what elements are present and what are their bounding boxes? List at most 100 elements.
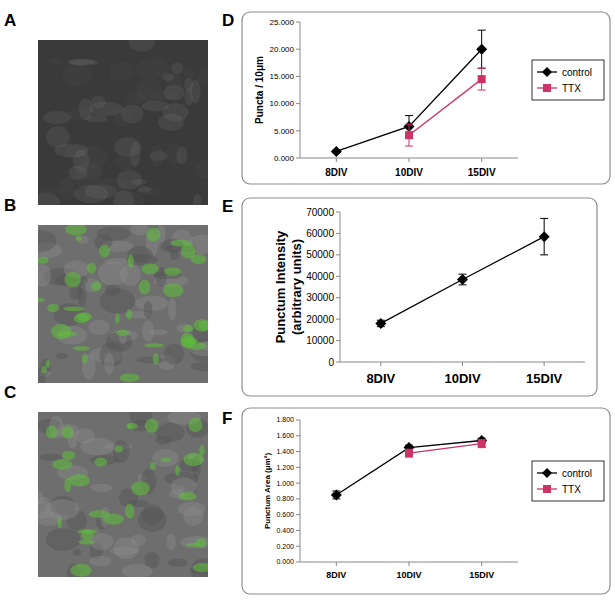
y-tick (296, 467, 300, 468)
green-puncta-texture (150, 462, 156, 469)
x-tick (409, 158, 410, 162)
y-tick (296, 514, 300, 515)
x-tick (462, 362, 463, 366)
cell-texture (78, 282, 87, 307)
green-puncta-texture (126, 423, 137, 429)
series-line (409, 444, 482, 453)
y-tick-label: 10.000 (270, 99, 295, 108)
cell-texture (38, 367, 46, 383)
y-axis (300, 22, 301, 158)
y-tick (296, 498, 300, 499)
green-puncta-texture (73, 346, 90, 351)
green-puncta-texture (163, 283, 183, 297)
cell-texture (73, 163, 101, 188)
y-tick-label: 0.600 (276, 511, 294, 518)
green-puncta-texture (139, 280, 151, 295)
green-puncta-texture (120, 373, 140, 381)
panel-frame (242, 408, 610, 594)
chart-panel: F0.0000.2000.4000.6000.8001.0001.2001.40… (222, 408, 610, 594)
y-tick (296, 158, 300, 159)
y-tick (296, 483, 300, 484)
cell-texture (131, 534, 146, 546)
series-line (381, 237, 544, 324)
error-cap (478, 30, 486, 31)
micrograph (30, 33, 217, 215)
cell-texture (183, 68, 194, 78)
cell-texture (116, 150, 139, 170)
cell-texture (63, 63, 93, 86)
error-bar (478, 440, 486, 448)
green-puncta-texture (64, 272, 81, 287)
y-tick (296, 530, 300, 531)
marker (476, 44, 487, 55)
x-tick (380, 362, 381, 366)
y-tick (336, 233, 340, 234)
green-puncta-texture (38, 257, 49, 264)
y-axis-title: Punctum Area (μm²) (263, 453, 272, 529)
y-tick-label: 0.000 (274, 154, 295, 163)
error-cap (405, 124, 413, 125)
cell-texture (138, 186, 151, 193)
marker (331, 146, 342, 157)
green-puncta-texture (194, 319, 208, 332)
legend-marker (542, 67, 552, 77)
green-puncta-texture (70, 564, 91, 577)
figure: ABCD0.0005.00010.00015.00020.00025.0008D… (0, 0, 615, 603)
cell-texture (196, 160, 208, 179)
cell-texture (38, 491, 44, 504)
green-puncta-texture (199, 321, 208, 331)
y-tick-label: 40000 (306, 271, 334, 282)
legend-label: control (562, 67, 592, 78)
x-tick (409, 562, 410, 566)
plot-area (331, 435, 487, 500)
green-puncta-texture (193, 563, 208, 572)
y-tick-label: 1.800 (276, 416, 294, 423)
green-puncta-texture (78, 529, 98, 534)
green-puncta-texture (144, 343, 164, 347)
green-puncta-texture (82, 353, 88, 363)
marker (457, 274, 468, 285)
cell-texture (184, 78, 193, 92)
marker (539, 231, 550, 242)
green-puncta-texture (164, 267, 181, 275)
cell-texture (171, 62, 183, 74)
x-tick (544, 362, 545, 366)
cell-texture (113, 106, 131, 126)
y-tick (296, 103, 300, 104)
green-puncta-texture (103, 514, 124, 525)
y-tick-label: 5.000 (274, 127, 295, 136)
cell-texture (148, 329, 168, 335)
cell-texture (69, 59, 99, 66)
y-tick (336, 319, 340, 320)
y-tick-label: 1.600 (276, 432, 294, 439)
y-tick-label: 60000 (306, 228, 334, 239)
y-axis-title: Puncta / 10μm (254, 56, 265, 124)
y-tick-label: 0.400 (276, 527, 294, 534)
cell-texture (142, 504, 163, 524)
cell-texture (38, 193, 61, 205)
green-puncta-texture (175, 466, 180, 476)
cell-texture (117, 192, 145, 205)
legend-frame (532, 60, 604, 100)
green-puncta-texture (161, 458, 171, 463)
error-cap (478, 68, 486, 69)
cell-texture (82, 354, 96, 379)
y-tick (336, 254, 340, 255)
image-ground (38, 225, 208, 383)
y-tick (296, 435, 300, 436)
cell-texture (144, 301, 153, 318)
cell-texture (129, 40, 155, 52)
x-tick-label: 15DIV (526, 371, 562, 386)
cell-texture (54, 143, 88, 157)
series-line (336, 441, 481, 495)
panel-letter: A (4, 11, 16, 30)
image-texture (38, 412, 208, 577)
green-puncta-texture (46, 360, 50, 368)
cell-texture (110, 62, 134, 81)
green-puncta-texture (181, 244, 196, 259)
y-axis-title-line: Punctum Intensity (273, 230, 288, 343)
error-cap (540, 218, 548, 219)
y-tick-label: 0.200 (276, 543, 294, 550)
y-tick (296, 451, 300, 452)
cell-texture (80, 438, 114, 455)
